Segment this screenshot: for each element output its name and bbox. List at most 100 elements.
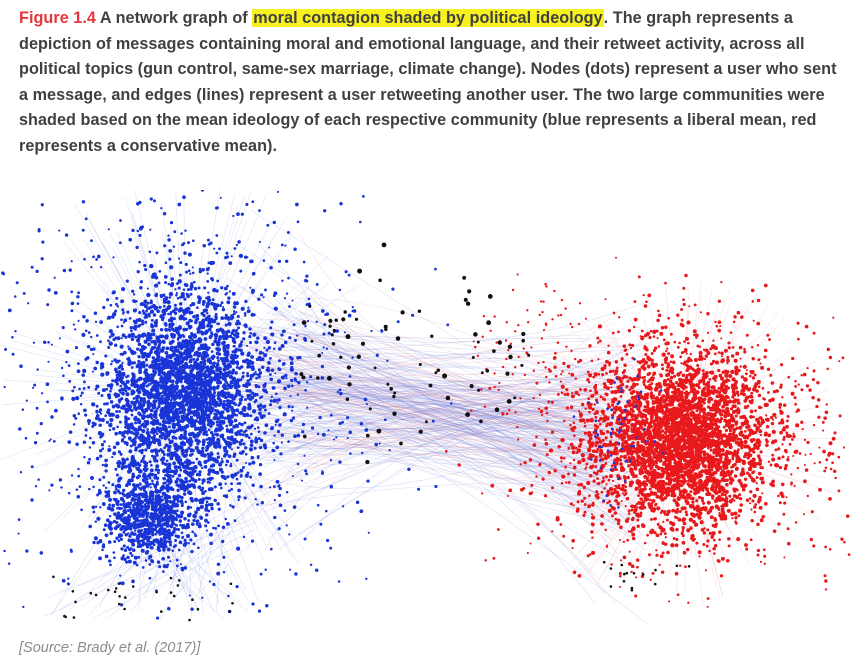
node-dot bbox=[260, 357, 265, 362]
node-dot bbox=[359, 509, 364, 514]
node-dot bbox=[126, 432, 129, 435]
node-dot bbox=[210, 301, 214, 306]
node-dot bbox=[144, 421, 149, 426]
node-dot bbox=[327, 429, 330, 432]
node-dot bbox=[243, 496, 247, 500]
node-dot bbox=[127, 532, 130, 535]
edge-line bbox=[269, 357, 628, 377]
edge-line bbox=[282, 389, 596, 509]
node-dot bbox=[147, 525, 151, 529]
node-dot bbox=[120, 467, 124, 470]
caption-text-before-highlight: A network graph of bbox=[99, 9, 248, 27]
edge-line bbox=[266, 404, 594, 548]
node-dot bbox=[290, 384, 294, 388]
node-dot bbox=[88, 487, 91, 491]
node-dot bbox=[24, 436, 28, 440]
node-dot bbox=[187, 339, 192, 344]
edge-line bbox=[268, 327, 615, 446]
node-dot bbox=[152, 418, 157, 423]
node-dot bbox=[254, 370, 257, 373]
edge-line bbox=[194, 190, 221, 339]
node-dot bbox=[101, 548, 104, 552]
node-dot bbox=[351, 306, 354, 309]
edge-line bbox=[268, 412, 597, 439]
node-dot bbox=[194, 320, 198, 325]
node-dot bbox=[193, 286, 198, 291]
node-dot bbox=[224, 292, 228, 296]
edge-line bbox=[132, 532, 211, 581]
node-dot bbox=[157, 369, 161, 373]
node-dot bbox=[245, 344, 249, 347]
node-dot bbox=[246, 309, 251, 314]
node-dot bbox=[179, 433, 184, 438]
node-dot bbox=[92, 255, 95, 259]
node-dot bbox=[269, 399, 273, 403]
node-dot bbox=[192, 377, 196, 381]
node-dot bbox=[293, 338, 297, 342]
node-dot bbox=[222, 305, 225, 309]
node-dot bbox=[184, 500, 188, 504]
node-dot bbox=[33, 441, 38, 445]
node-dot bbox=[218, 482, 223, 487]
node-dot bbox=[206, 238, 210, 242]
node-dot bbox=[221, 307, 226, 312]
node-dot bbox=[212, 287, 217, 293]
node-dot bbox=[175, 409, 179, 412]
node-dot bbox=[177, 286, 181, 290]
edge-line bbox=[297, 321, 618, 501]
node-dot bbox=[53, 291, 58, 295]
edge-line bbox=[232, 422, 635, 504]
node-dot bbox=[126, 555, 130, 560]
node-dot bbox=[221, 525, 226, 530]
node-dot bbox=[98, 417, 101, 421]
node-dot bbox=[195, 519, 200, 524]
node-dot bbox=[199, 338, 203, 342]
node-dot bbox=[197, 485, 202, 490]
edge-line bbox=[605, 327, 650, 394]
node-dot bbox=[222, 555, 226, 559]
node-dot bbox=[155, 292, 159, 296]
node-dot bbox=[84, 217, 88, 221]
node-dot bbox=[209, 451, 213, 455]
node-dot bbox=[153, 475, 158, 480]
node-dot bbox=[130, 337, 135, 341]
node-dot bbox=[163, 420, 168, 425]
node-dot bbox=[178, 273, 182, 277]
node-dot bbox=[221, 475, 226, 480]
node-dot bbox=[144, 357, 148, 361]
node-dot bbox=[234, 380, 238, 385]
node-dot bbox=[237, 240, 241, 244]
node-dot bbox=[225, 459, 229, 463]
edge-line bbox=[228, 399, 614, 450]
caption-highlighted-text: moral contagion shaded by political ideo… bbox=[252, 9, 604, 27]
node-dot bbox=[96, 493, 100, 497]
node-dot bbox=[153, 528, 156, 531]
node-dot bbox=[127, 333, 132, 339]
node-dot bbox=[186, 525, 191, 529]
node-dot bbox=[220, 460, 224, 464]
node-dot bbox=[201, 478, 206, 483]
node-dot bbox=[47, 288, 51, 292]
edge-line bbox=[261, 293, 633, 442]
node-dot bbox=[181, 409, 186, 413]
node-dot bbox=[203, 337, 208, 341]
node-dot bbox=[205, 447, 209, 451]
node-dot bbox=[212, 582, 216, 587]
node-dot bbox=[126, 426, 131, 430]
node-dot bbox=[130, 366, 134, 369]
node-dot bbox=[67, 577, 70, 580]
node-dot bbox=[72, 423, 76, 426]
node-dot bbox=[315, 282, 319, 286]
node-dot bbox=[176, 534, 181, 539]
edge-line bbox=[237, 377, 597, 465]
node-dot bbox=[235, 354, 239, 358]
node-dot bbox=[152, 413, 157, 418]
node-dot bbox=[121, 488, 126, 493]
edge-line bbox=[274, 298, 631, 430]
edge-line bbox=[241, 379, 646, 397]
node-dot bbox=[39, 421, 43, 426]
edge-line bbox=[297, 344, 640, 361]
node-dot bbox=[125, 392, 130, 397]
node-dot bbox=[150, 318, 154, 322]
node-dot bbox=[251, 200, 255, 204]
